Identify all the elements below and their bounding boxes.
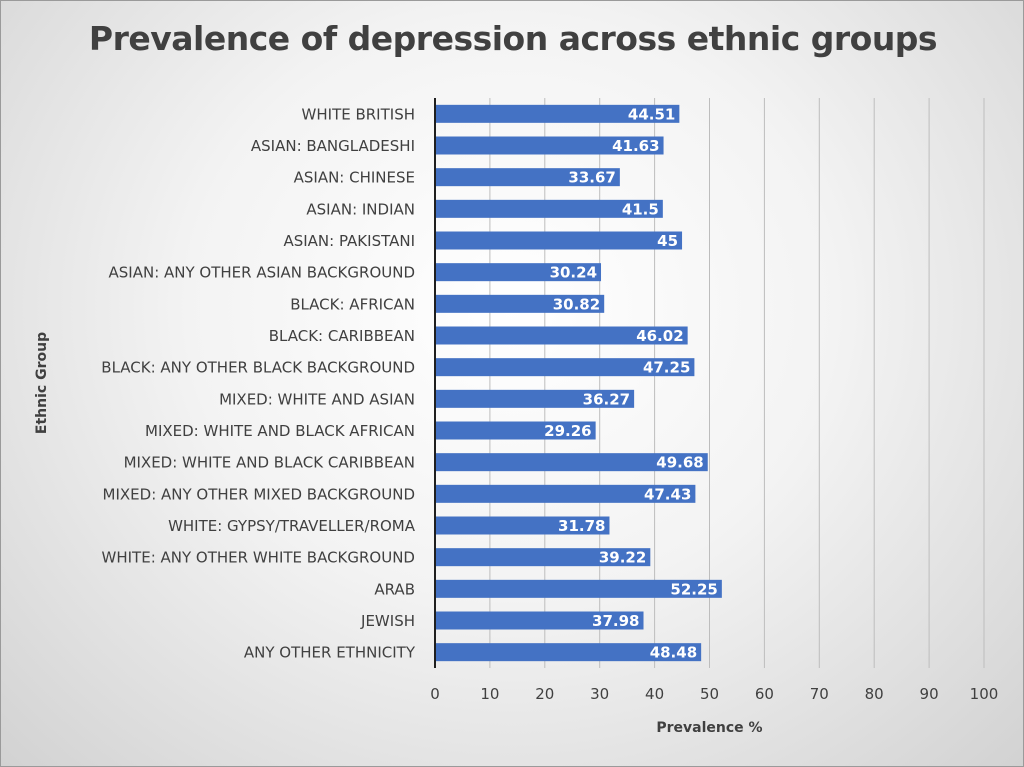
category-label: MIXED: ANY OTHER MIXED BACKGROUND [103,485,415,503]
x-tick-label: 40 [645,685,664,703]
gridlines [489,98,985,668]
bar [435,199,663,218]
bar-value-label: 49.68 [656,454,703,472]
bar [435,168,620,187]
bar [435,358,695,377]
x-tick-label: 70 [810,685,829,703]
bar [435,548,651,567]
bar [435,579,722,598]
bar-value-label: 33.67 [568,169,615,187]
category-label: ASIAN: PAKISTANI [283,232,415,250]
bar-value-label: 48.48 [650,644,697,662]
category-labels: WHITE BRITISH ASIAN: BANGLADESHI ASIAN: CH… [101,105,416,661]
bar-value-label: 29.26 [544,422,591,440]
bar-value-label: 41.5 [622,200,659,218]
bar-value-label: 46.02 [636,327,683,345]
x-tick-labels: 0 10 20 30 40 50 60 70 80 90 100 [430,685,998,703]
category-label: MIXED: WHITE AND ASIAN [219,390,415,408]
bar-value-label: 45 [657,232,678,250]
x-tick-label: 60 [755,685,774,703]
bar-value-label: 39.22 [599,549,646,567]
category-label: WHITE: ANY OTHER WHITE BACKGROUND [102,549,415,567]
chart-title: Prevalence of depression across ethnic g… [88,19,938,58]
x-tick-label: 10 [480,685,499,703]
x-tick-label: 30 [590,685,609,703]
category-label: WHITE BRITISH [302,105,415,123]
bar-value-label: 31.78 [558,517,605,535]
category-label: BLACK: CARIBBEAN [269,327,415,345]
x-tick-label: 0 [430,685,440,703]
bar-value-label: 47.43 [644,485,691,503]
bar-value-label: 30.24 [550,264,597,282]
bar [435,453,708,472]
bar [435,389,635,408]
x-axis-title: Prevalence % [656,720,762,736]
category-label: ASIAN: BANGLADESHI [251,137,415,155]
x-tick-label: 90 [920,685,939,703]
bar [435,136,664,155]
category-label: JEWISH [360,612,415,630]
bar [435,516,610,535]
category-label: ASIAN: ANY OTHER ASIAN BACKGROUND [109,264,416,282]
bar [435,643,702,662]
category-label: BLACK: ANY OTHER BLACK BACKGROUND [101,359,415,377]
category-label: BLACK: AFRICAN [290,295,415,313]
bar [435,326,688,345]
bar-value-label: 47.25 [643,359,690,377]
bar [435,231,683,250]
bar-value-label: 30.82 [553,295,600,313]
x-tick-label: 20 [535,685,554,703]
bar-value-label: 52.25 [670,580,717,598]
bar-value-label: 41.63 [612,137,659,155]
x-tick-label: 50 [700,685,719,703]
category-label: MIXED: WHITE AND BLACK CARIBBEAN [124,454,415,472]
category-label: ARAB [374,580,415,598]
x-tick-label: 80 [865,685,884,703]
bar [435,294,605,313]
bar-value-label: 37.98 [592,612,639,630]
category-label: ANY OTHER ETHNICITY [244,644,416,662]
bar [435,104,680,123]
x-tick-label: 100 [970,685,999,703]
bar-value-label: 36.27 [583,390,630,408]
category-label: WHITE: GYPSY/TRAVELLER/ROMA [168,517,416,535]
category-label: ASIAN: INDIAN [306,200,415,218]
bar [435,421,596,440]
y-axis-title: Ethnic Group [34,332,50,434]
bar [435,484,696,503]
bar-value-label: 44.51 [628,105,675,123]
bars: 44.51 41.63 33.67 41.5 45 30.24 30.82 46.02 47.2… [435,104,722,662]
category-label: MIXED: WHITE AND BLACK AFRICAN [145,422,415,440]
bar [435,611,644,630]
bar [435,263,602,282]
category-label: ASIAN: CHINESE [294,169,415,187]
